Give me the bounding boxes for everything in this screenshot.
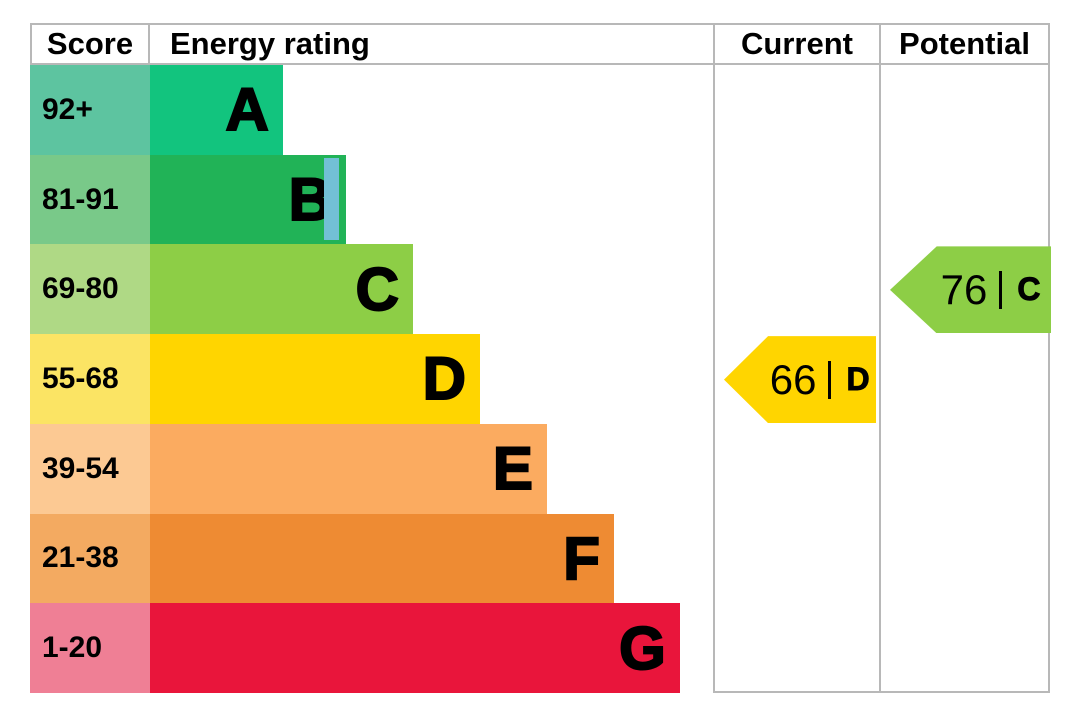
value-band-separator [999,270,1003,309]
band-letter-c: C [355,255,400,324]
epc-rating-chart: Score Energy rating Current Potential 92… [30,23,1051,693]
band-letter-e: E [492,434,534,503]
band-row-a: A [150,65,713,155]
band-bar-f: F [150,513,614,604]
header-potential: Potential [879,23,1050,65]
band-row-b: B [150,154,713,245]
band-row-e: E [150,423,713,514]
value-band-separator [828,360,832,399]
band-bar-a: A [150,65,283,155]
current-rating-arrow: 66 D [724,336,876,424]
current-rating-band: D [846,361,870,398]
band-bar-g: G [150,603,680,693]
band-letter-f: F [562,524,601,593]
band-bar-e: E [150,423,547,514]
score-range-e: 39-54 [30,423,150,514]
band-letter-d: D [422,344,467,413]
current-column: 66 D [713,65,879,693]
potential-rating-value: 76 [940,265,988,313]
band-row-g: G [150,603,713,693]
potential-rating-band: C [1017,271,1041,308]
band-bar-d: D [150,334,480,424]
band-row-c: C [150,244,713,335]
current-rating-value: 66 [769,355,817,403]
cursor-marker [323,157,339,241]
band-letter-a: A [225,75,270,144]
score-range-c: 69-80 [30,244,150,335]
score-range-f: 21-38 [30,513,150,604]
score-range-g: 1-20 [30,603,150,693]
potential-column: 76 C [879,65,1051,693]
potential-rating-arrow: 76 C [890,246,1051,334]
header-energy-rating: Energy rating [150,23,713,65]
band-row-d: D [150,334,713,424]
score-range-a: 92+ [30,65,150,155]
header-current: Current [713,23,879,65]
band-letter-g: G [618,614,667,683]
score-range-d: 55-68 [30,334,150,424]
band-row-f: F [150,513,713,604]
band-bar-c: C [150,244,413,335]
band-bar-b: B [150,154,346,245]
score-range-b: 81-91 [30,154,150,245]
header-score: Score [30,23,150,65]
